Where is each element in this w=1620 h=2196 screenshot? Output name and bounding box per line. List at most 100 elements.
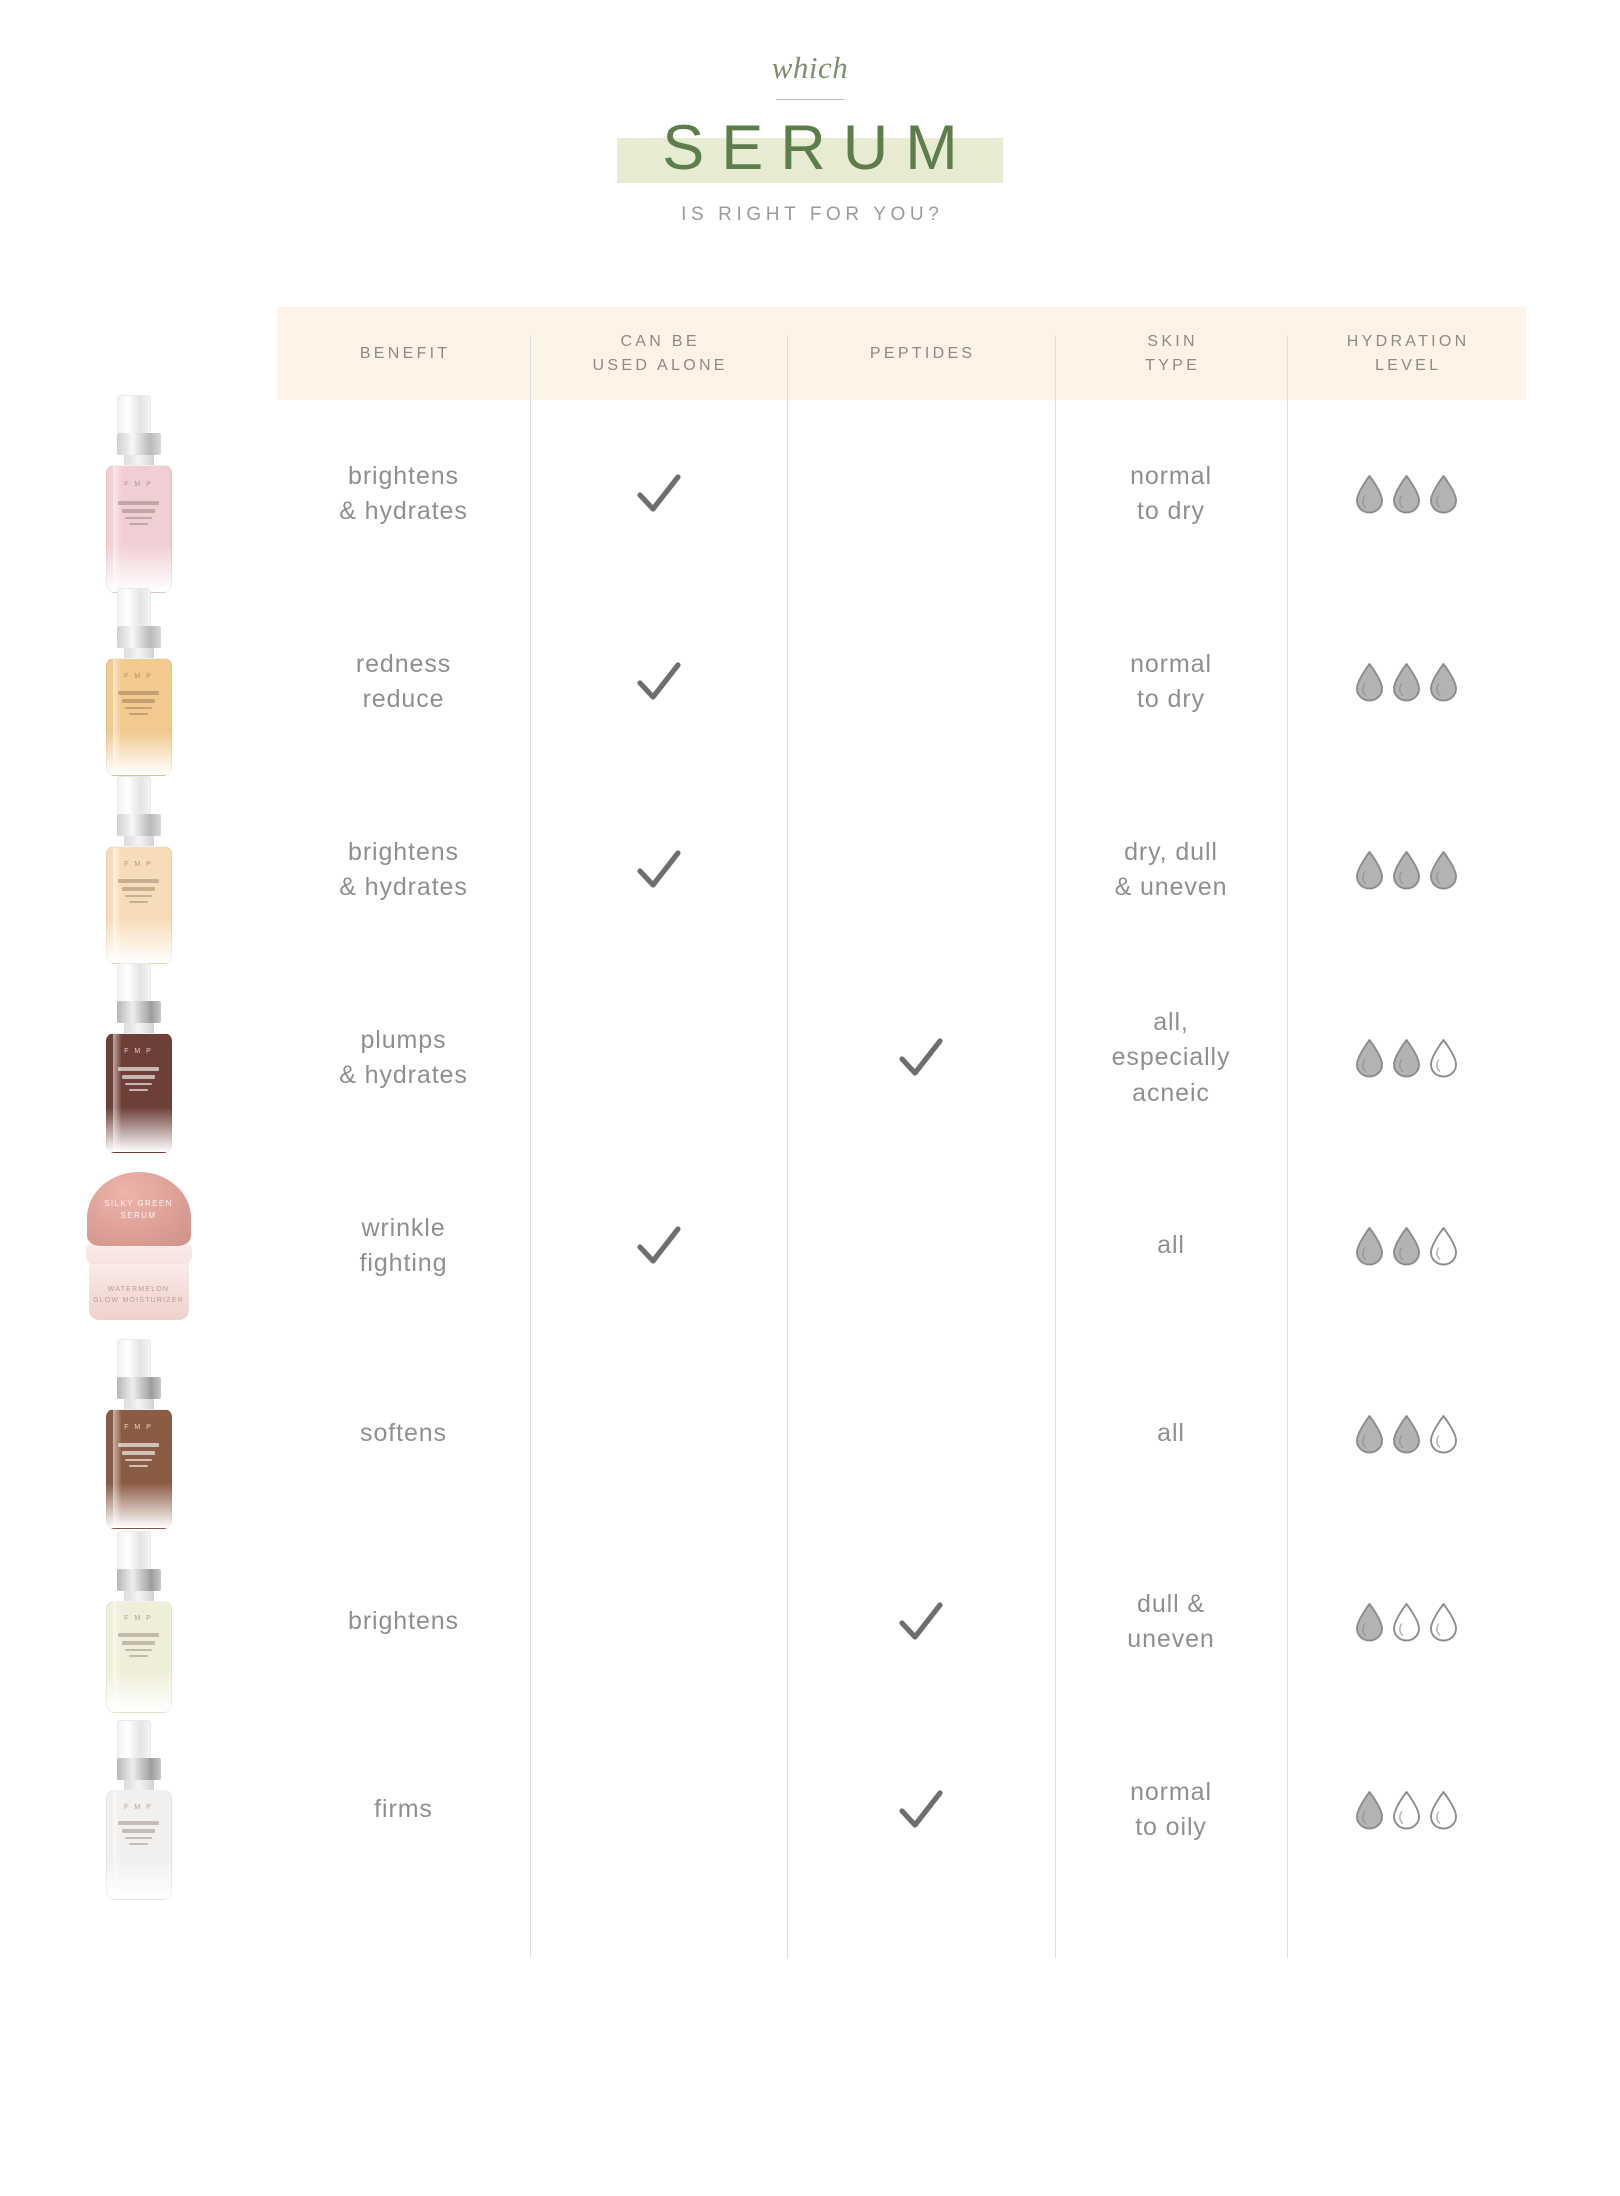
product-image-7: F M P [0, 1528, 277, 1716]
bottle-pump-nozzle [116, 1339, 151, 1377]
hydration-drop-1 [1354, 850, 1385, 890]
header-divider-rule [776, 99, 844, 100]
bottle-pump-nozzle [116, 588, 151, 626]
bottle-neck [123, 1591, 154, 1601]
cell-skin-type: normal to dry [1055, 400, 1287, 588]
bottle-highlight [112, 847, 122, 963]
bottle-highlight [112, 1034, 122, 1152]
column-header-skin-line1: SKIN [1147, 333, 1198, 351]
cell-skin-type: dull & uneven [1055, 1528, 1287, 1716]
bottle-body: F M P [105, 1033, 172, 1153]
skin-type-line1: dull & [1137, 1589, 1205, 1618]
bottle-pump-collar [116, 626, 161, 648]
bottle-label [115, 879, 163, 904]
bottle-brandmark: F M P [124, 1048, 153, 1056]
bottle-brandmark: F M P [124, 1424, 153, 1432]
column-header-peptides-line1: PEPTIDES [869, 344, 976, 362]
cell-skin-type: all [1055, 1152, 1287, 1340]
cell-peptides [787, 964, 1055, 1152]
product-jar: SILKY GREEN SERUM WATERMELON GLOW MOISTURIZ… [85, 1172, 192, 1320]
hydration-drops [1354, 662, 1459, 702]
bottle-pump-collar [116, 814, 161, 836]
benefit-line2: & hydrates [339, 873, 468, 901]
bottle-body: F M P [105, 846, 172, 964]
product-bottle: F M P [105, 963, 172, 1153]
skin-type-line2: to dry [1137, 497, 1205, 525]
cell-peptides [787, 1152, 1055, 1340]
cell-benefit: plumps & hydrates [277, 964, 530, 1152]
hydration-drop-3 [1428, 1602, 1459, 1642]
benefit-line1: firms [374, 1795, 433, 1824]
table-row: brightens dull & uneven [277, 1528, 1526, 1716]
column-header-benefit-line1: BENEFIT [359, 344, 451, 362]
hydration-drops [1354, 474, 1459, 514]
hydration-drops [1354, 1414, 1459, 1454]
hydration-drops [1354, 850, 1459, 890]
checkmark-icon [895, 1784, 947, 1836]
title-highlight-band [617, 138, 1003, 183]
skin-type-line1: dry, dull [1124, 837, 1218, 866]
bottle-pump-nozzle [116, 1531, 151, 1569]
hydration-drop-1 [1354, 1226, 1385, 1266]
hydration-drop-3 [1428, 474, 1459, 514]
hydration-drop-2 [1391, 850, 1422, 890]
bottle-label [115, 1067, 163, 1092]
hydration-drop-1 [1354, 474, 1385, 514]
benefit-line2: & hydrates [339, 497, 468, 525]
column-header-benefit: BENEFIT [277, 307, 530, 400]
product-image-4: F M P [0, 963, 277, 1153]
bottle-neck [123, 1399, 154, 1409]
cell-peptides [787, 776, 1055, 964]
cell-benefit: wrinkle fighting [277, 1152, 530, 1340]
cell-peptides [787, 1528, 1055, 1716]
benefit-line1: brightens [348, 461, 459, 490]
benefit-line1: brightens [348, 837, 459, 866]
hydration-drop-3 [1428, 662, 1459, 702]
cell-can-be-used-alone [530, 1528, 787, 1716]
bottle-pump-collar [116, 1758, 161, 1780]
cell-hydration-level [1287, 588, 1526, 776]
cell-peptides [787, 588, 1055, 776]
hydration-drop-1 [1354, 1038, 1385, 1078]
bottle-highlight [112, 466, 122, 592]
cell-benefit: redness reduce [277, 588, 530, 776]
benefit-line2: reduce [362, 685, 445, 713]
hydration-drop-2 [1391, 1038, 1422, 1078]
bottle-pump-nozzle [116, 963, 151, 1001]
hydration-drop-2 [1391, 1790, 1422, 1830]
column-header-hydration-level: HYDRATION LEVEL [1287, 307, 1526, 400]
product-bottle: F M P [105, 776, 172, 964]
cell-can-be-used-alone [530, 588, 787, 776]
bottle-body: F M P [105, 465, 172, 593]
skin-type-line1: normal [1130, 461, 1212, 490]
hydration-drops [1354, 1226, 1459, 1266]
cell-skin-type: normal to dry [1055, 588, 1287, 776]
bottle-body: F M P [105, 1790, 172, 1900]
table-row: redness reduce normal to dry [277, 588, 1526, 776]
product-bottle: F M P [105, 1531, 172, 1713]
bottle-pump-nozzle [116, 395, 151, 433]
jar-lid-label: SILKY GREEN SERUM [104, 1199, 173, 1220]
product-bottle: F M P [105, 395, 172, 593]
hydration-drop-1 [1354, 662, 1385, 702]
product-image-column: F M P F M P F M P F M P SILKY GREEN SERUM WATE… [0, 307, 277, 1987]
hydration-drop-3 [1428, 1038, 1459, 1078]
hydration-drop-3 [1428, 1790, 1459, 1830]
cell-hydration-level [1287, 400, 1526, 588]
page-title: SERUM [662, 113, 975, 183]
cell-hydration-level [1287, 964, 1526, 1152]
cell-can-be-used-alone [530, 776, 787, 964]
product-bottle: F M P [105, 1720, 172, 1900]
cell-hydration-level [1287, 1152, 1526, 1340]
bottle-brandmark: F M P [124, 860, 153, 868]
product-image-2: F M P [0, 588, 277, 776]
cell-hydration-level [1287, 776, 1526, 964]
hydration-drop-3 [1428, 850, 1459, 890]
cell-hydration-level [1287, 1716, 1526, 1904]
table-row: softens all [277, 1340, 1526, 1528]
jar-base-label: WATERMELON GLOW MOISTURIZER [93, 1286, 184, 1305]
bottle-brandmark: F M P [124, 1615, 153, 1623]
bottle-neck [123, 648, 154, 658]
bottle-body: F M P [105, 1601, 172, 1713]
hydration-drops [1354, 1602, 1459, 1642]
